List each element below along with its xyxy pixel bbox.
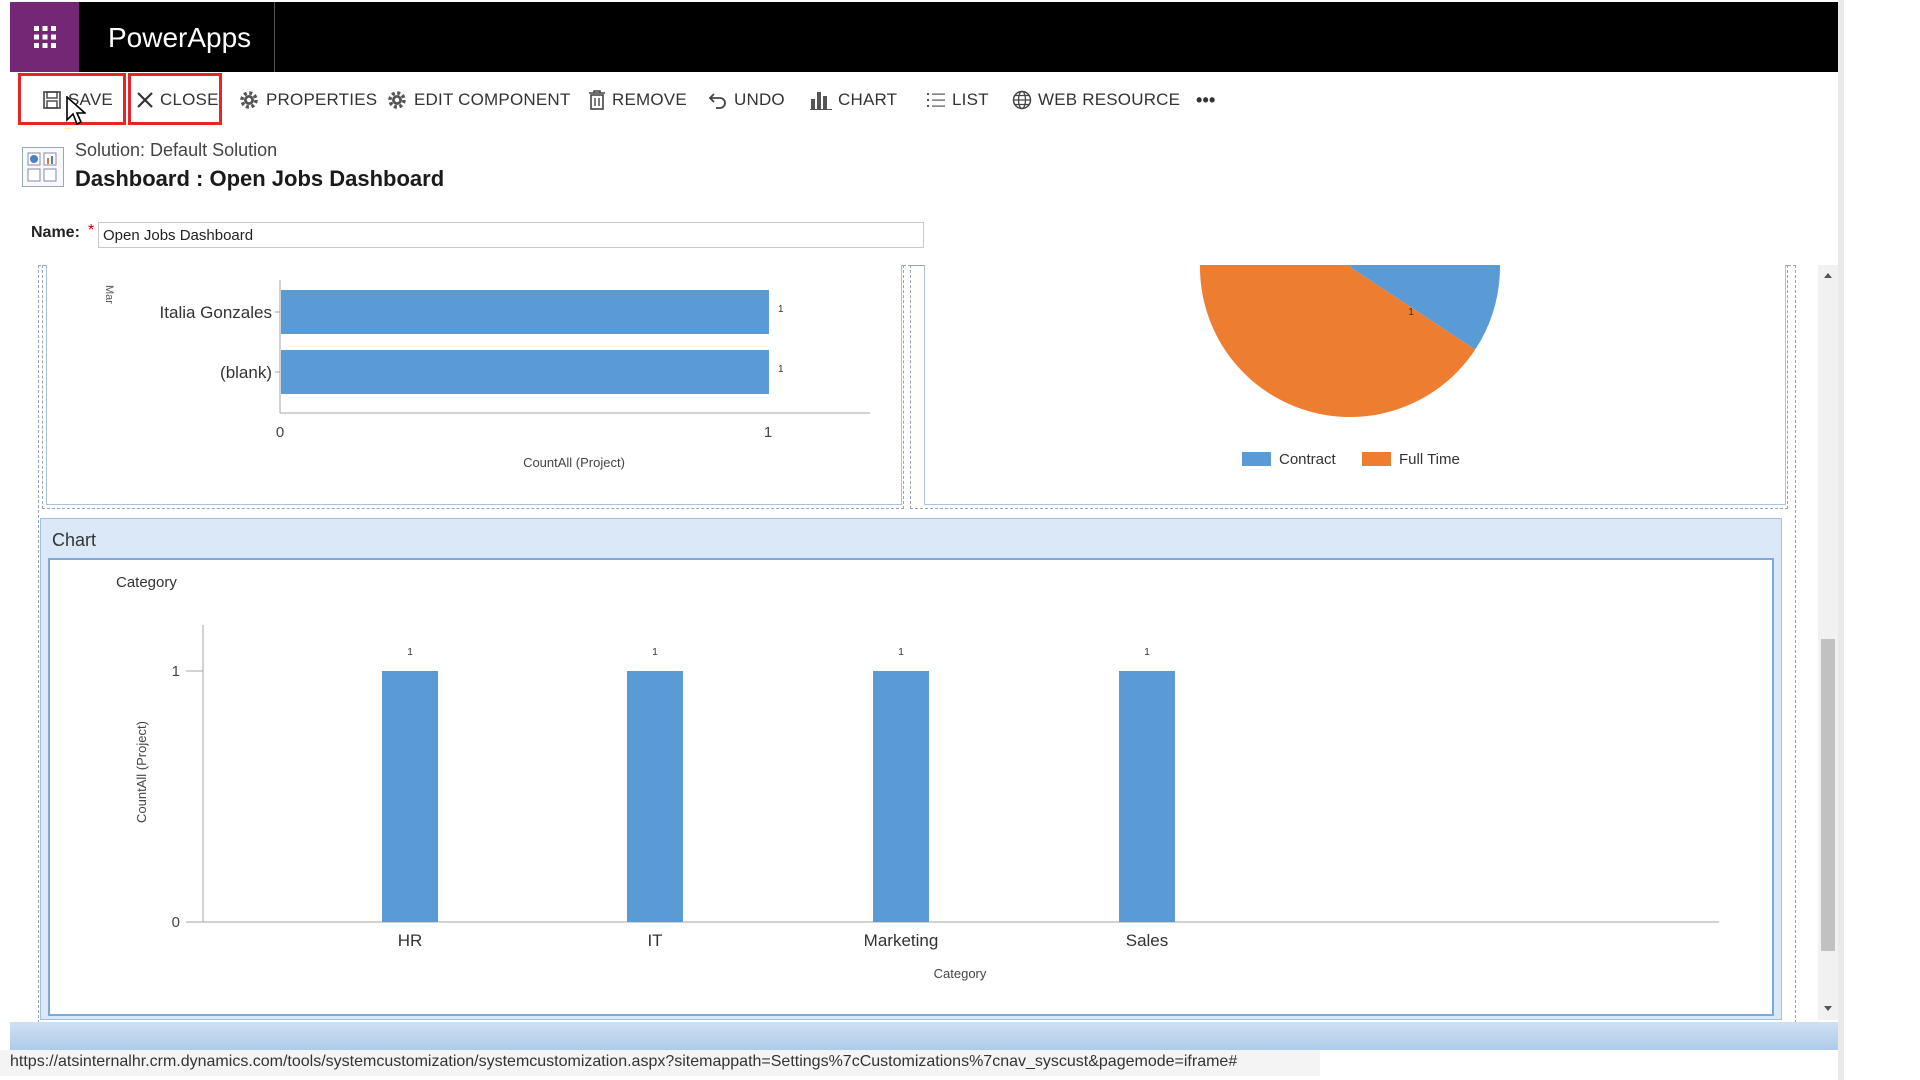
scroll-up-arrow-icon[interactable]	[1823, 271, 1833, 279]
x-tick-label: 1	[764, 424, 772, 441]
scrollbar-thumb[interactable]	[1821, 639, 1835, 951]
x-category-label: Sales	[1126, 931, 1169, 950]
chart-title: Category	[116, 574, 177, 591]
bar-chart-icon	[810, 92, 832, 110]
bar	[382, 671, 438, 922]
dashboard-name-input[interactable]	[98, 222, 924, 248]
more-commands-button[interactable]: •••	[1196, 89, 1216, 110]
close-label: CLOSE	[160, 90, 219, 109]
app-title: PowerApps	[108, 22, 252, 53]
bar	[873, 671, 929, 922]
edit-component-label: EDIT COMPONENT	[414, 90, 571, 109]
name-field-label: Name:	[31, 224, 80, 241]
y-axis-title: CountAll (Project)	[134, 721, 149, 823]
properties-button[interactable]: PROPERTIES	[238, 72, 377, 128]
app-header: PowerApps	[10, 2, 1838, 72]
edit-component-button[interactable]: EDIT COMPONENT	[386, 72, 570, 128]
list-button[interactable]: LIST	[926, 72, 989, 128]
properties-label: PROPERTIES	[266, 90, 378, 109]
y-category-label: Italia Gonzales	[160, 303, 272, 322]
status-bar	[0, 1050, 1320, 1076]
bar	[281, 290, 769, 334]
gear-icon	[240, 91, 258, 109]
solution-label: Solution: Default Solution	[75, 140, 278, 160]
y-tick-label: 0	[172, 914, 180, 931]
bar	[281, 350, 769, 394]
dashboard-icon	[22, 147, 64, 187]
chart-button[interactable]: CHART	[810, 72, 897, 128]
save-icon	[43, 91, 61, 109]
save-button[interactable]: SAVE	[42, 72, 113, 128]
save-label: SAVE	[68, 90, 113, 109]
status-url: https://atsinternalhr.crm.dynamics.com/t…	[10, 1053, 1238, 1070]
horizontal-bar-chart: Mar Italia Gonzales 1 (blank) 1 0 1 CountAl…	[103, 280, 870, 470]
bar-data-label: 1	[778, 364, 784, 375]
x-axis-title: CountAll (Project)	[523, 455, 625, 470]
legend-swatch-contract	[1242, 452, 1271, 466]
pie-slices	[1200, 265, 1500, 417]
pie-data-label: 1	[1408, 307, 1414, 318]
globe-icon	[1012, 90, 1032, 110]
web-resource-label: WEB RESOURCE	[1038, 90, 1181, 109]
bar	[627, 671, 683, 922]
page-title: Dashboard : Open Jobs Dashboard	[75, 166, 445, 191]
app-launcher-button[interactable]	[10, 2, 79, 72]
mouse-cursor-icon	[66, 96, 86, 126]
y-axis-label: Mar	[103, 285, 115, 304]
legend-label-contract: Contract	[1279, 451, 1337, 468]
pie-chart: 1 Contract Full Time	[1200, 265, 1500, 468]
window-edge	[1838, 0, 1844, 1080]
chart-section-title: Chart	[52, 530, 97, 550]
header-divider	[274, 2, 275, 72]
bar	[1119, 671, 1175, 922]
required-marker: *	[88, 222, 95, 239]
undo-button[interactable]: UNDO	[708, 72, 785, 128]
web-resource-button[interactable]: WEB RESOURCE	[1012, 72, 1180, 128]
bar-data-label: 1	[407, 647, 413, 658]
x-axis-title: Category	[934, 966, 987, 981]
pie-slice	[1200, 265, 1476, 417]
pie-slice	[1350, 265, 1500, 350]
remove-label: REMOVE	[612, 90, 687, 109]
bar-data-label: 1	[898, 647, 904, 658]
list-label: LIST	[952, 90, 989, 109]
undo-icon	[708, 93, 726, 109]
x-category-label: HR	[398, 931, 423, 950]
scroll-down-arrow-icon[interactable]	[1823, 1005, 1833, 1013]
close-button[interactable]: CLOSE	[136, 72, 219, 128]
save-highlight	[18, 73, 126, 125]
list-icon	[927, 93, 945, 107]
bar-data-label: 1	[1144, 647, 1150, 658]
legend-swatch-full-time	[1362, 452, 1391, 466]
command-bar: SAVE CLOSE PROPERTIES EDIT COMPONENT REM…	[10, 72, 1838, 128]
y-tick-label: 1	[172, 663, 180, 680]
trash-icon	[589, 90, 605, 110]
gear-icon	[388, 91, 406, 109]
x-tick-label: 0	[276, 424, 284, 441]
close-highlight	[128, 73, 222, 125]
remove-button[interactable]: REMOVE	[588, 72, 687, 128]
footer-band	[10, 1022, 1838, 1050]
x-category-label: Marketing	[864, 931, 939, 950]
vertical-bar-chart: 1 0 CountAll (Project) 1 HR 1 IT 1 Marketing 1…	[134, 625, 1719, 981]
bar-data-label: 1	[652, 647, 658, 658]
waffle-icon	[33, 26, 56, 48]
close-icon	[137, 92, 153, 108]
y-category-label: (blank)	[220, 363, 272, 382]
chart-label: CHART	[838, 90, 898, 109]
legend-label-full-time: Full Time	[1399, 451, 1460, 468]
undo-label: UNDO	[734, 90, 785, 109]
bar-data-label: 1	[778, 304, 784, 315]
x-category-label: IT	[647, 931, 662, 950]
vertical-scrollbar[interactable]	[1818, 265, 1838, 1020]
